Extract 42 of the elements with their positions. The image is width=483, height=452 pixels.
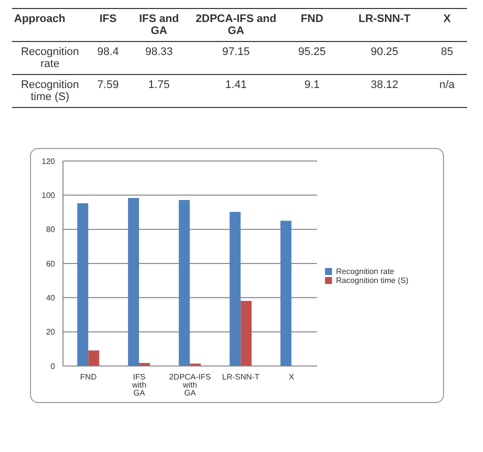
text: 7.59	[97, 79, 119, 91]
x-tick-label: FND	[80, 372, 97, 382]
x-tick-label: IFS with GA	[131, 372, 146, 398]
legend-label: Recognition rate	[336, 266, 394, 276]
x-tick-label: X	[288, 372, 295, 382]
text: 38.12	[370, 79, 398, 91]
text: 1.75	[148, 79, 170, 91]
y-tick-label: 0	[50, 362, 56, 371]
bar	[178, 200, 190, 366]
category-label: LR-SNN-T	[358, 12, 412, 27]
category-label: IFS and GA	[138, 12, 180, 39]
y-tick-label: 120	[42, 156, 56, 166]
y-tick-label: 60	[46, 259, 56, 268]
text: 98.33	[145, 46, 173, 58]
bar	[88, 350, 100, 366]
category-label: FND	[300, 12, 324, 27]
category-label: IFS	[98, 12, 118, 27]
category-label: 2DPCA-IFS and GA	[194, 12, 278, 39]
x-tick-label: 2DPCA-IFS with GA	[169, 372, 211, 398]
bar	[230, 212, 241, 366]
category-label: Recognition rate	[20, 46, 80, 70]
text: 9.1	[304, 79, 320, 91]
legend-label: Racognition time (S)	[336, 276, 408, 284]
text: 95.25	[298, 46, 326, 58]
text: 90.25	[370, 46, 398, 58]
y-tick-label: 80	[46, 225, 56, 234]
text: 97.15	[222, 46, 250, 58]
text: 1.41	[225, 79, 247, 91]
text: 85	[440, 46, 454, 58]
text: n/a	[439, 79, 455, 91]
y-tick-label: 40	[46, 294, 56, 303]
text: 98.4	[97, 46, 119, 58]
bar	[240, 300, 252, 366]
y-tick-label: 100	[42, 191, 56, 200]
text: Approach	[13, 12, 66, 27]
y-tick-label: 20	[46, 328, 56, 337]
category-label: X	[442, 12, 452, 27]
x-tick-label: LR-SNN-T	[222, 372, 260, 382]
bar	[128, 198, 140, 366]
bar	[77, 203, 88, 366]
bar	[280, 220, 292, 366]
category-label: Recognition time (S)	[20, 79, 80, 103]
